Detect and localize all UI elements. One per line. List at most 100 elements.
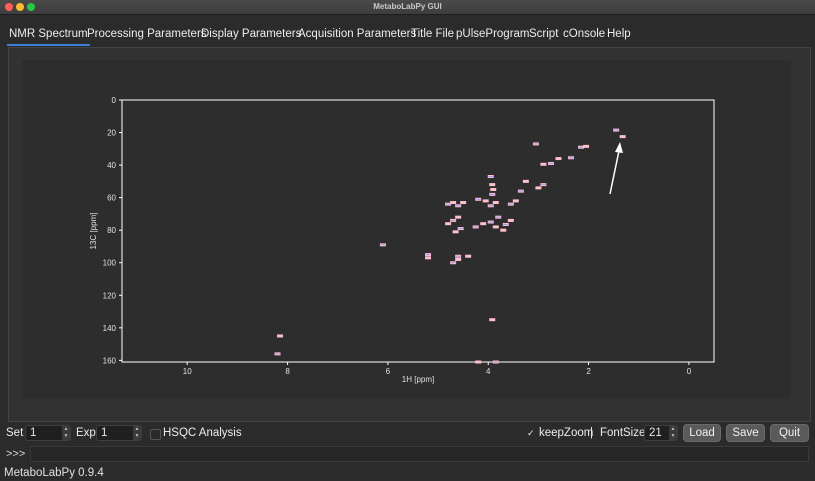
peak-point xyxy=(487,204,494,208)
peak-negative-contour xyxy=(475,198,481,200)
x-tick-label: 8 xyxy=(285,367,290,376)
peak-negative-contour xyxy=(488,175,494,177)
peak-point xyxy=(472,225,479,229)
y-tick-label: 20 xyxy=(107,129,116,138)
peak-negative-contour xyxy=(380,244,386,246)
peak-point xyxy=(489,318,496,322)
y-axis-label: 13C [ppm] xyxy=(89,213,98,250)
save-button[interactable]: Save xyxy=(726,424,765,442)
peak-point xyxy=(517,189,524,193)
control-bar: Set 1 ▲ ▼ Exp 1 ▲ ▼ HSQC Analysis ✓ keepZo… xyxy=(0,424,815,444)
peak-positive-contour xyxy=(482,199,489,203)
peak-negative-contour xyxy=(445,203,451,205)
peak-positive-contour xyxy=(465,254,472,258)
y-tick-label: 40 xyxy=(107,161,116,170)
set-value: 1 xyxy=(30,427,37,439)
tab-help[interactable]: Help xyxy=(607,28,631,40)
peak-point xyxy=(379,243,386,247)
tab-acquisition-parameters[interactable]: Acquisition Parameters xyxy=(298,28,417,40)
spin-arrows-icon[interactable]: ▲ ▼ xyxy=(133,426,141,440)
peak-point xyxy=(489,183,496,187)
peak-point xyxy=(274,352,281,356)
keepzoom-check-icon[interactable]: ✓ xyxy=(527,428,535,438)
peak-negative-contour xyxy=(533,143,539,145)
peak-point xyxy=(540,183,547,187)
peak-positive-contour xyxy=(555,157,562,161)
peak-point xyxy=(487,220,494,224)
peak-negative-contour xyxy=(425,254,431,256)
peak-negative-contour xyxy=(568,157,574,159)
peak-negative-contour xyxy=(508,203,514,205)
peak-positive-contour xyxy=(452,230,459,234)
peak-point xyxy=(555,157,562,161)
close-window-icon[interactable] xyxy=(5,3,13,11)
y-tick-label: 160 xyxy=(103,356,117,365)
peak-positive-contour xyxy=(492,225,499,229)
tab-processing-parameters[interactable]: Processing Parameters xyxy=(87,28,207,40)
y-tick-label: 100 xyxy=(103,259,117,268)
peak-negative-contour xyxy=(488,221,494,223)
quit-button[interactable]: Quit xyxy=(770,424,809,442)
exp-label: Exp xyxy=(76,427,96,439)
title-bar: MetaboLabPy GUI xyxy=(0,0,815,15)
peak-positive-contour xyxy=(425,256,432,260)
plot-axes-frame xyxy=(121,99,715,363)
exp-spinbox[interactable]: 1 ▲ ▼ xyxy=(96,425,142,441)
tab-script[interactable]: Script xyxy=(529,28,559,40)
peak-negative-contour xyxy=(458,228,464,230)
peak-positive-contour xyxy=(490,188,497,192)
peak-point xyxy=(455,254,462,258)
peak-point xyxy=(455,204,462,208)
tab-display-parameters[interactable]: Display Parameters xyxy=(201,28,302,40)
spectrum-canvas[interactable]: 10 8 6 4 2 0 0 20 40 60 80 100 120 140 160 1H [ppm] 13… xyxy=(22,60,791,399)
peak-positive-contour xyxy=(450,201,457,205)
peak-point xyxy=(457,227,464,231)
spin-arrows-icon[interactable]: ▲ ▼ xyxy=(62,426,70,440)
hsqc-analysis-checkbox[interactable] xyxy=(150,429,161,440)
annotation-arrow xyxy=(609,145,621,195)
peak-point xyxy=(500,228,507,232)
spin-arrows-icon[interactable]: ▲ ▼ xyxy=(669,426,677,440)
load-button[interactable]: Load xyxy=(683,424,721,442)
peak-negative-contour xyxy=(613,129,619,131)
peak-point xyxy=(512,199,519,203)
annotation-arrowhead xyxy=(615,142,623,153)
tab-pulse-program[interactable]: pUlseProgram xyxy=(456,28,530,40)
tab-console[interactable]: cOnsole xyxy=(563,28,606,40)
peak-positive-contour xyxy=(455,215,462,219)
peak-negative-contour xyxy=(503,223,509,225)
peak-point xyxy=(532,142,539,146)
peak-point xyxy=(450,261,457,265)
peak-positive-contour xyxy=(500,228,507,232)
fontsize-spinbox[interactable]: 21 ▲ ▼ xyxy=(644,425,678,441)
peak-point xyxy=(445,222,452,226)
peak-point xyxy=(540,162,547,166)
tab-nmr-spectrum[interactable]: NMR Spectrum xyxy=(7,28,90,46)
maximize-window-icon[interactable] xyxy=(27,3,35,11)
minimize-window-icon[interactable] xyxy=(16,3,24,11)
peak-point xyxy=(277,334,284,338)
set-spinbox[interactable]: 1 ▲ ▼ xyxy=(25,425,71,441)
peak-point xyxy=(455,257,462,261)
x-tick-label: 4 xyxy=(486,367,491,376)
peak-point xyxy=(460,201,467,205)
y-tick-label: 60 xyxy=(107,194,116,203)
peak-point xyxy=(547,161,554,165)
peak-point xyxy=(492,201,499,205)
console-input[interactable] xyxy=(30,446,809,462)
peak-point xyxy=(492,225,499,229)
x-tick-label: 2 xyxy=(586,367,591,376)
peak-positive-contour xyxy=(475,360,482,364)
peak-negative-contour xyxy=(493,361,499,363)
peak-point xyxy=(522,179,529,183)
peak-negative-contour xyxy=(495,216,501,218)
tab-bar: NMR Spectrum Processing Parameters Displ… xyxy=(0,27,815,46)
tab-title-file[interactable]: Title File xyxy=(411,28,455,40)
peak-negative-contour xyxy=(488,205,494,207)
peak-point xyxy=(450,218,457,222)
peak-point xyxy=(425,256,432,260)
peak-point xyxy=(452,230,459,234)
peak-positive-contour xyxy=(445,222,452,226)
